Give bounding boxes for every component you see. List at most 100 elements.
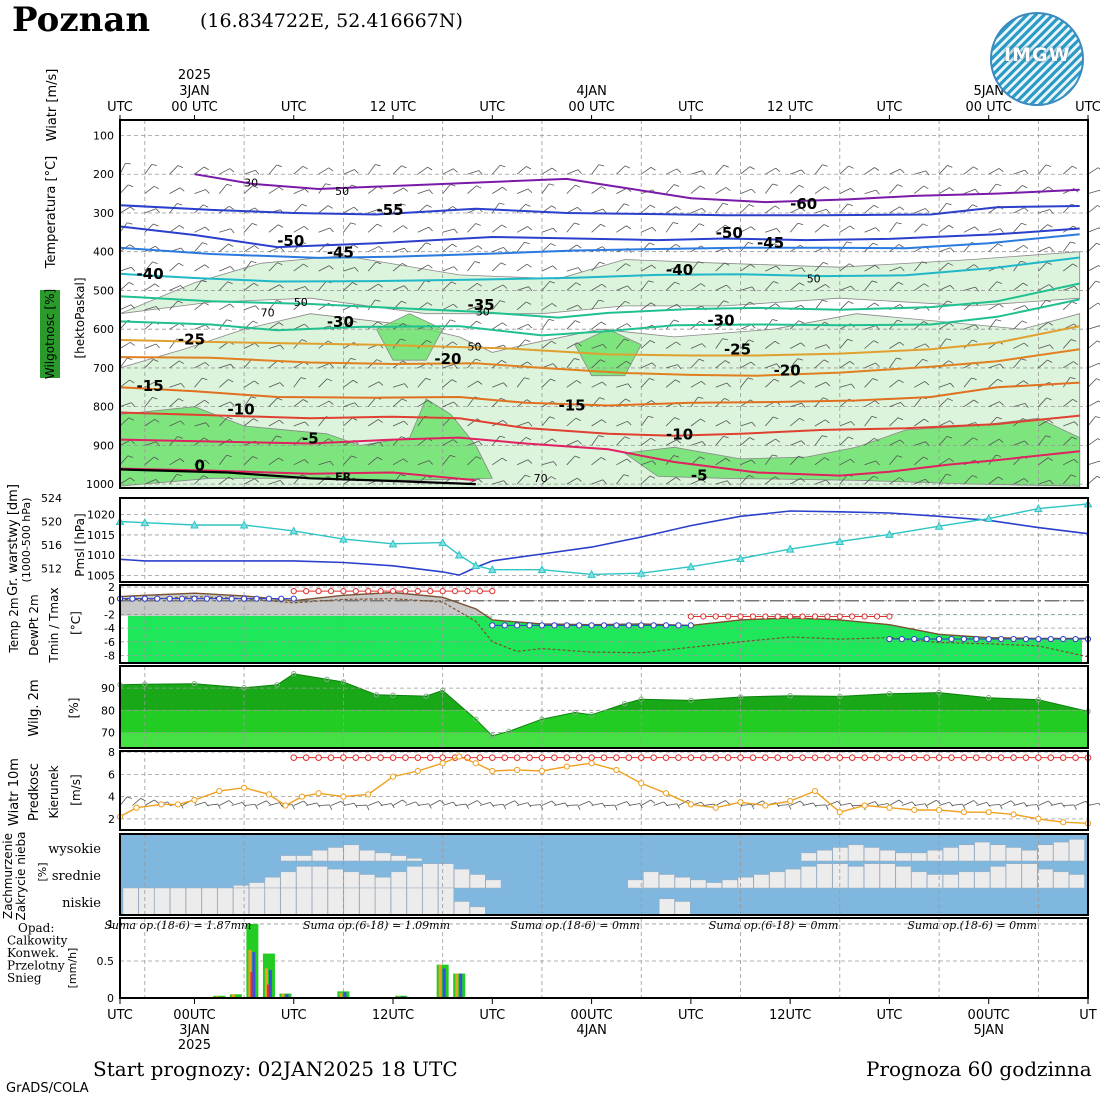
wind-barb-staff [789, 282, 800, 291]
wind-barb [219, 266, 235, 272]
cloud-cell-high [832, 847, 849, 862]
side-label: Wilgotnosc [%] [43, 289, 57, 379]
wind-barb-flag [378, 246, 384, 251]
tick-label: 1000 [86, 478, 114, 491]
wind-barb [790, 342, 806, 349]
isotherm-line [119, 411, 1080, 437]
wind-barb-flag [575, 417, 581, 421]
wind-barb [442, 379, 457, 388]
wind-barb [417, 400, 433, 408]
precip-snow-bar [285, 994, 289, 998]
wind-barb [839, 436, 854, 446]
wind-barb-staff [814, 284, 826, 291]
wind-barb-flag [623, 203, 630, 206]
wind-barb [194, 242, 208, 252]
wind-barb-staff [790, 267, 802, 272]
wind-barb [988, 476, 1004, 485]
surface-barb-flag [490, 802, 495, 807]
gust-marker [414, 754, 422, 761]
wind-barb-staff [1013, 261, 1021, 272]
wind-barb [318, 378, 333, 388]
wind-barb [864, 280, 878, 291]
wind-barb [839, 203, 853, 214]
cloud-cell-mid [737, 876, 754, 889]
wind-barb [789, 380, 805, 388]
surface-barb-staff [206, 803, 218, 806]
wind-barb-flag [972, 475, 978, 478]
wind-barb-flag [577, 267, 582, 273]
wind-barb-staff [1038, 344, 1050, 349]
wind-barb-staff [417, 242, 427, 252]
wind-speed-marker [241, 784, 248, 791]
wind-barb-flag [1096, 242, 1100, 246]
wind-barb [665, 281, 680, 291]
wind-barb-flag [725, 187, 731, 191]
surface-barb-staff [963, 800, 974, 806]
wind-barb [243, 169, 260, 175]
wind-barb-staff [343, 267, 355, 272]
wind-barb-staff [616, 323, 628, 330]
cloud-cell-high [958, 844, 975, 862]
thickness-marker [388, 539, 398, 548]
wind-barb-flag [450, 319, 456, 322]
isotherm-line [119, 282, 1080, 319]
wind-barb [491, 300, 506, 311]
wind-barb-staff [293, 188, 305, 194]
cloud-cell-low [280, 887, 297, 916]
gust-marker [439, 754, 446, 761]
wind-barb-staff [516, 437, 527, 446]
wind-barb-staff [566, 342, 578, 349]
isotherm-line [119, 325, 1080, 357]
isotherm-label: -60 [790, 195, 817, 213]
wind-barb-staff [293, 459, 305, 466]
gust-marker [786, 754, 794, 761]
isotherm-line [119, 204, 1080, 217]
wind-barb-flag [276, 435, 282, 438]
wind-barb-staff [715, 203, 724, 214]
wind-barb-staff [566, 222, 575, 233]
wind-barb-staff [417, 400, 429, 408]
wind-barb-staff [938, 398, 949, 407]
wind-speed-marker [588, 760, 595, 767]
wind-barb-flag [576, 477, 582, 482]
wind-barb [516, 241, 530, 252]
wind-barb-flag [278, 186, 284, 191]
wind-barb-flag [153, 456, 159, 460]
wind-barb-flag [377, 456, 383, 461]
wind-barb [1087, 167, 1100, 175]
cloud-cell-high [974, 841, 991, 862]
wind-barb-staff [392, 458, 404, 466]
wind-barb-staff [144, 381, 156, 388]
wind-barb-flag [898, 244, 904, 248]
tmin-marker [600, 622, 608, 629]
wind-barb [367, 456, 383, 466]
wind-barb-flag [898, 281, 904, 285]
wind-barb [442, 184, 456, 194]
wind-barb-staff [119, 379, 130, 388]
wind-barb-staff [963, 166, 974, 175]
wind-barb-flag [774, 205, 780, 210]
rh-band-low [120, 732, 1088, 747]
wind-barb-flag [826, 209, 831, 214]
wind-barb-staff [715, 457, 726, 466]
wind-barb-flag [1098, 265, 1100, 270]
wind-barb-staff [442, 168, 454, 175]
rh-marker [489, 733, 496, 739]
wind-barb-staff [318, 280, 327, 291]
wind-barb-flag [701, 343, 707, 348]
wind-barb-staff [814, 479, 827, 485]
wind-barb [119, 417, 134, 427]
wind-barb-flag [1049, 344, 1054, 350]
wind-barb-staff [963, 188, 976, 194]
gust-marker [811, 754, 819, 761]
wind-barb [194, 166, 209, 175]
surface-wind-barb [1063, 804, 1077, 810]
wind-barb-flag [1046, 262, 1052, 265]
wind-barb-flag [726, 382, 731, 388]
cloud-cell-low [264, 887, 281, 916]
tmin-marker [241, 595, 248, 602]
wind-barb-staff [268, 262, 278, 272]
wind-barb [914, 223, 928, 233]
wind-barb [790, 169, 806, 175]
tick-label: 1 [107, 918, 114, 931]
